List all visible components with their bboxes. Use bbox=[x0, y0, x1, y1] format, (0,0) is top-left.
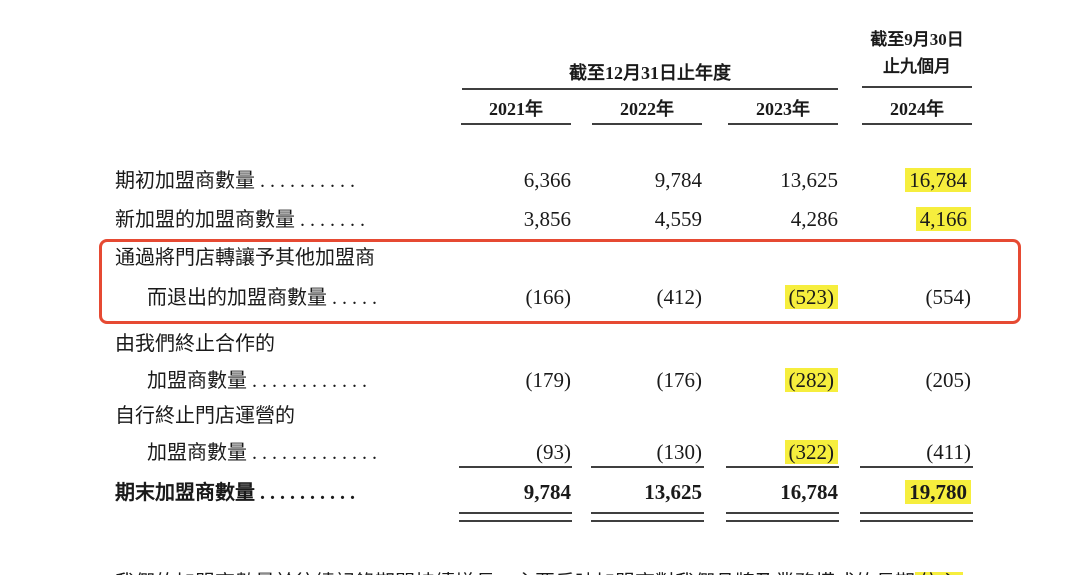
cell-2021: 9,784 bbox=[523, 480, 571, 504]
cell-2022: 9,784 bbox=[654, 168, 702, 192]
highlighted-value: 16,784 bbox=[905, 168, 971, 192]
table-row-self-terminated-line2: 加盟商數量 . . . . . . . . . . . . . (93) (13… bbox=[0, 438, 971, 467]
highlighted-value: (322) bbox=[784, 440, 838, 464]
cell-2023: 16,784 bbox=[780, 480, 838, 504]
interim-period-header: 截至9月30日 止九個月 bbox=[862, 26, 972, 88]
row-label: 自行終止門店運營的 bbox=[115, 405, 295, 427]
total-double-rule-2021 bbox=[459, 512, 572, 522]
cell-2024: 19,780 bbox=[838, 478, 971, 506]
highlighted-value: 4,166 bbox=[915, 207, 971, 231]
row-label: 期末加盟商數量 . . . . . . . . . . bbox=[115, 482, 355, 504]
cell-2023: (523) bbox=[702, 283, 838, 311]
cell-2021: 6,366 bbox=[523, 168, 571, 192]
cell-2021: (93) bbox=[536, 440, 571, 464]
table-row-ending-franchisees: 期末加盟商數量 . . . . . . . . . . 9,784 13,625… bbox=[0, 478, 971, 507]
cell-2023: (282) bbox=[702, 366, 838, 394]
cell-2024: (411) bbox=[926, 440, 971, 464]
subtotal-rule-2021 bbox=[459, 466, 572, 468]
table-row-beginning-franchisees: 期初加盟商數量 . . . . . . . . . . 6,366 9,784 … bbox=[0, 166, 971, 195]
table-row-terminated-by-us-line1: 由我們終止合作的 bbox=[0, 330, 971, 358]
cell-2022: (130) bbox=[656, 440, 703, 464]
table-row-terminated-by-us-line2: 加盟商數量 . . . . . . . . . . . . (179) (176… bbox=[0, 366, 971, 395]
interim-period-line1: 截至9月30日 bbox=[870, 30, 964, 49]
column-header-2022: 2022年 bbox=[592, 98, 702, 125]
interim-period-line2: 止九個月 bbox=[883, 57, 951, 76]
table-row-exited-by-transfer-line1: 通過將門店轉讓予其他加盟商 bbox=[0, 244, 971, 272]
table-row-new-franchisees: 新加盟的加盟商數量 . . . . . . . 3,856 4,559 4,28… bbox=[0, 205, 971, 234]
cell-2022: (412) bbox=[656, 285, 703, 309]
cell-2023: 4,286 bbox=[790, 207, 838, 231]
row-label: 加盟商數量 . . . . . . . . . . . . bbox=[147, 370, 367, 392]
row-label: 加盟商數量 . . . . . . . . . . . . . bbox=[147, 442, 377, 464]
highlighted-value: (523) bbox=[784, 285, 838, 309]
subtotal-rule-2022 bbox=[591, 466, 704, 468]
cell-2022: (176) bbox=[656, 368, 703, 392]
column-header-2024: 2024年 bbox=[862, 98, 972, 125]
column-header-2023: 2023年 bbox=[728, 98, 838, 125]
table-row-self-terminated-line1: 自行終止門店運營的 bbox=[0, 402, 971, 430]
row-label: 新加盟的加盟商數量 . . . . . . . bbox=[115, 209, 365, 231]
annual-period-header: 截至12月31日止年度 bbox=[462, 62, 838, 90]
cell-2024: (554) bbox=[925, 285, 972, 309]
row-label: 由我們終止合作的 bbox=[115, 333, 275, 355]
total-double-rule-2024 bbox=[860, 512, 973, 522]
row-label: 通過將門店轉讓予其他加盟商 bbox=[115, 247, 375, 269]
column-header-2021: 2021年 bbox=[461, 98, 571, 125]
cell-2021: 3,856 bbox=[523, 207, 571, 231]
cell-2024: 4,166 bbox=[838, 205, 971, 233]
cell-2023: (322) bbox=[702, 438, 838, 466]
truncated-bottom-text: 我們的加盟商數量於往績記錄期間持續增長，主要反映加盟商對我們品牌及業務模式的長期… bbox=[115, 566, 963, 575]
highlighted-value: (282) bbox=[784, 368, 838, 392]
highlighted-value: 19,780 bbox=[905, 480, 971, 504]
subtotal-rule-2024 bbox=[860, 466, 973, 468]
cell-2022: 13,625 bbox=[644, 480, 702, 504]
cell-2023: 13,625 bbox=[780, 168, 838, 192]
highlighted-value: 信心 bbox=[915, 572, 963, 575]
total-double-rule-2022 bbox=[591, 512, 704, 522]
cell-2021: (179) bbox=[525, 368, 572, 392]
total-double-rule-2023 bbox=[726, 512, 839, 522]
cell-2024: 16,784 bbox=[838, 166, 971, 194]
cell-2024: (205) bbox=[925, 368, 972, 392]
row-label: 而退出的加盟商數量 . . . . . bbox=[147, 287, 377, 309]
table-row-exited-by-transfer-line2: 而退出的加盟商數量 . . . . . (166) (412) (523) (5… bbox=[0, 283, 971, 312]
row-label: 期初加盟商數量 . . . . . . . . . . bbox=[115, 170, 355, 192]
cell-2021: (166) bbox=[525, 285, 572, 309]
subtotal-rule-2023 bbox=[726, 466, 839, 468]
cell-2022: 4,559 bbox=[654, 207, 702, 231]
